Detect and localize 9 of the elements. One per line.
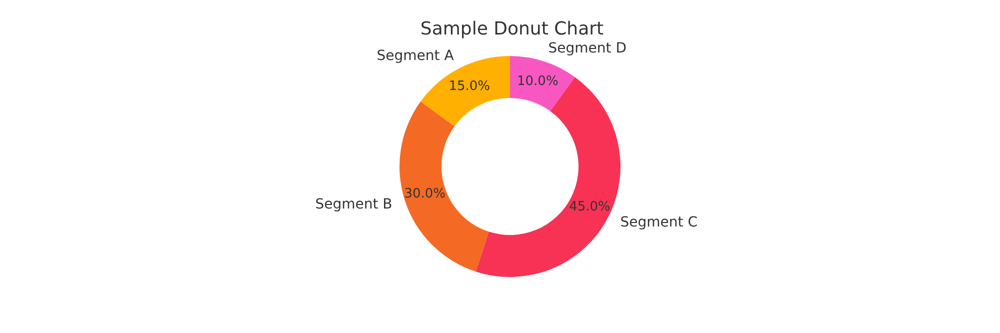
data-label: 10.0% — [517, 74, 558, 89]
slice-label: Segment C — [620, 214, 698, 230]
slice-label: Segment B — [315, 196, 392, 212]
slice-label: Segment A — [376, 48, 454, 64]
data-label: 15.0% — [448, 79, 490, 94]
slice-label: Segment D — [548, 40, 626, 56]
data-label: 30.0% — [404, 186, 446, 202]
chart-title: Sample Donut Chart — [420, 18, 604, 40]
data-label: 45.0% — [569, 200, 610, 215]
